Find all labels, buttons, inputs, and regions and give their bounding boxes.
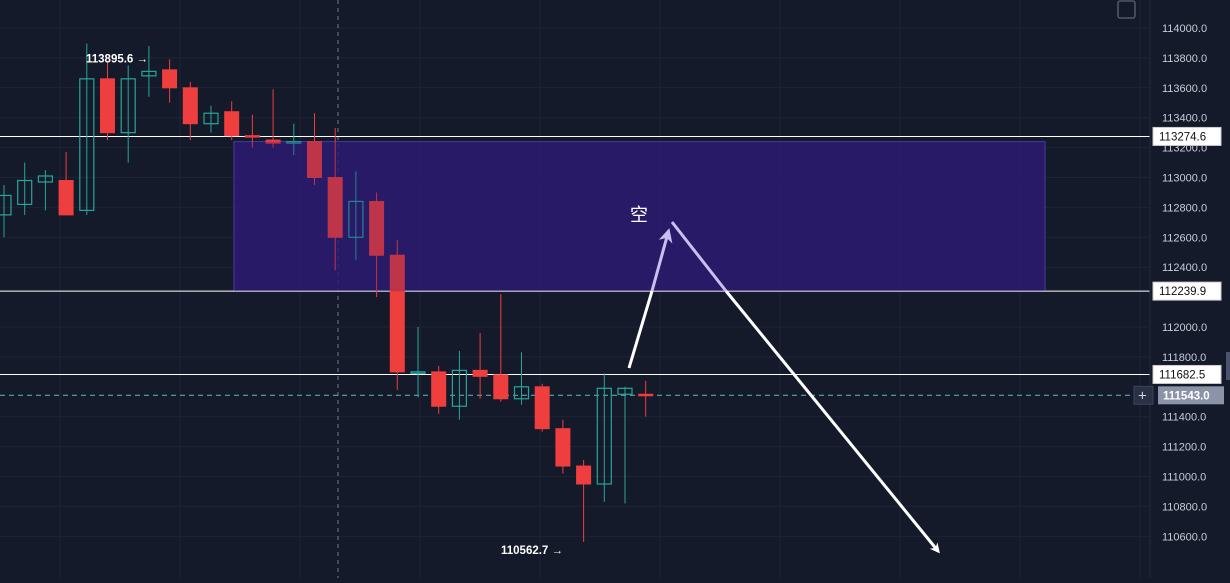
- y-tick-label: 111200.0: [1162, 442, 1206, 454]
- y-tick-label: 112800.0: [1162, 202, 1207, 214]
- candle-body[interactable]: [244, 135, 260, 138]
- y-tick-label: 114000.0: [1162, 23, 1207, 35]
- y-tick-label: 113600.0: [1162, 83, 1207, 95]
- candle-body[interactable]: [162, 69, 178, 89]
- candle-body[interactable]: [17, 179, 33, 206]
- candle-body[interactable]: [0, 194, 12, 216]
- candle-body[interactable]: [141, 70, 157, 77]
- level-price-label: 112239.9: [1159, 286, 1206, 298]
- candle-body[interactable]: [638, 393, 654, 397]
- y-tick-label: 113400.0: [1162, 113, 1207, 125]
- y-tick-label: 111800.0: [1162, 352, 1206, 364]
- y-tick-label: 113000.0: [1162, 173, 1207, 185]
- y-tick-label: 112000.0: [1162, 322, 1207, 334]
- level-price-tag-1: [1152, 126, 1222, 146]
- add-alert-button[interactable]: [1133, 385, 1154, 405]
- down-arrow-upper: [670, 221, 728, 292]
- candle-body[interactable]: [596, 387, 612, 485]
- scrollbar-thumb[interactable]: [1226, 352, 1230, 380]
- level-price-tag-3: [1152, 364, 1222, 384]
- candle-body[interactable]: [265, 139, 281, 144]
- candle-body[interactable]: [493, 374, 509, 400]
- expand-corners-icon[interactable]: [1117, 0, 1136, 19]
- candle-body[interactable]: [513, 386, 530, 400]
- candle-body[interactable]: [100, 78, 115, 134]
- candle-body[interactable]: [224, 111, 240, 137]
- candle-body[interactable]: [389, 254, 405, 373]
- current-price-tag: [1158, 386, 1224, 405]
- candle-body[interactable]: [327, 177, 343, 238]
- y-tick-label: 110800.0: [1162, 501, 1207, 513]
- zone-overlay: [234, 141, 1045, 292]
- low-price-marker: 110562.7 →: [501, 545, 563, 557]
- short-annotation: 空: [630, 205, 648, 225]
- candle-body[interactable]: [451, 369, 467, 407]
- up-arrow-head: [650, 228, 673, 292]
- y-tick-label: 111000.0: [1162, 472, 1206, 484]
- y-tick-label: 111400.0: [1162, 412, 1206, 424]
- candle-body[interactable]: [534, 386, 550, 430]
- y-tick-label: 113800.0: [1162, 53, 1207, 65]
- candle-body[interactable]: [37, 175, 54, 183]
- plus-icon[interactable]: +: [1138, 387, 1147, 404]
- level-price-label: 113274.6: [1159, 131, 1206, 143]
- y-tick-label: 110600.0: [1162, 531, 1207, 543]
- y-tick-label: 112600.0: [1162, 232, 1207, 244]
- candle-body[interactable]: [555, 428, 571, 467]
- candle-body[interactable]: [472, 369, 488, 377]
- candle-body[interactable]: [617, 387, 633, 395]
- candle-body[interactable]: [203, 112, 219, 125]
- candle-body[interactable]: [576, 465, 592, 485]
- candle-body[interactable]: [286, 141, 302, 144]
- current-price-label: 111543.0: [1163, 390, 1210, 402]
- down-arrow-head: [724, 290, 940, 554]
- high-price-marker: 113895.6 →: [86, 54, 148, 66]
- candle-body[interactable]: [120, 78, 136, 134]
- up-arrow-lower: [627, 290, 654, 369]
- candle-body[interactable]: [369, 200, 385, 256]
- candle-body[interactable]: [410, 371, 426, 374]
- candle-body[interactable]: [182, 87, 198, 125]
- candle-body[interactable]: [307, 141, 322, 178]
- level-price-label: 111682.5: [1159, 369, 1205, 381]
- y-tick-label: 112400.0: [1162, 262, 1207, 274]
- candle-body[interactable]: [58, 179, 74, 216]
- candle-body[interactable]: [431, 371, 447, 407]
- level-price-tag-2: [1152, 281, 1222, 301]
- candle-body[interactable]: [79, 78, 95, 211]
- candle-body[interactable]: [348, 200, 364, 238]
